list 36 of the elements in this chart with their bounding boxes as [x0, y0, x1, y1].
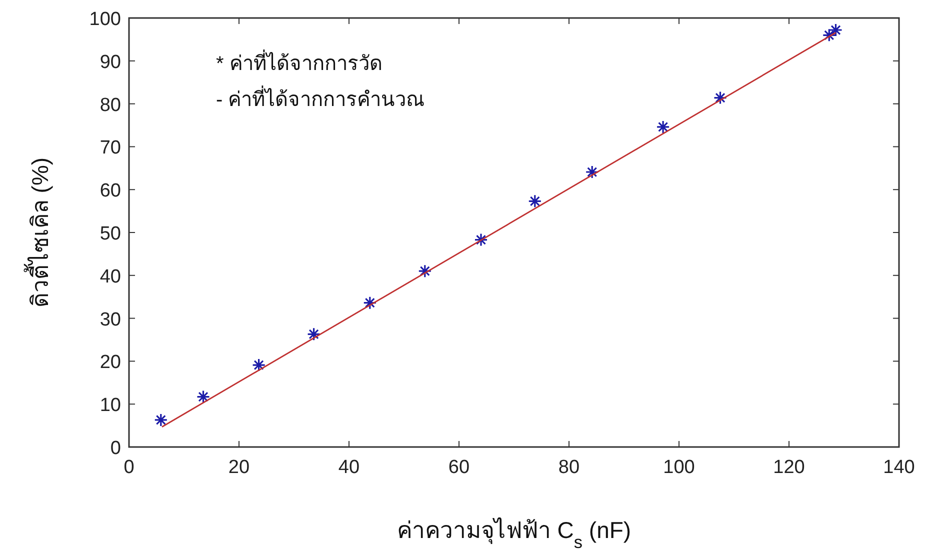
- x-tick-label: 60: [448, 457, 470, 478]
- x-axis-title: ค่าความจุไฟฟ้า C$_{s}$ (nF): [396, 517, 632, 552]
- point: [307, 327, 321, 341]
- y-tick-label: 80: [100, 94, 121, 116]
- x-tick-label: 120: [773, 457, 805, 478]
- point: [585, 165, 599, 179]
- x-tick-label: 40: [338, 457, 360, 478]
- annotation: * ค่าที่ได้จากการวัด: [216, 49, 382, 75]
- x-tick-label: 20: [228, 457, 250, 478]
- point: [528, 194, 542, 208]
- point: [196, 390, 210, 404]
- point: [713, 90, 728, 105]
- y-axis-title: ดิวตี้ไซเคิล (%): [24, 157, 53, 308]
- y-tick-label: 30: [100, 309, 121, 330]
- y-tick-label: 90: [100, 52, 121, 73]
- y-tick-label: 20: [100, 352, 121, 374]
- annotation: - ค่าที่ได้จากการคำนวณ: [216, 85, 426, 111]
- point: [828, 23, 843, 37]
- x-tick-label: 0: [124, 457, 134, 478]
- point: [363, 296, 377, 310]
- y-tick-label: 60: [100, 180, 121, 202]
- y-tick-label: 40: [100, 266, 121, 288]
- y-tick-label: 0: [110, 438, 121, 459]
- point: [252, 358, 266, 372]
- x-tick-label: 100: [663, 457, 695, 478]
- point: [418, 264, 432, 278]
- y-tick-label: 70: [100, 138, 121, 159]
- x-tick-label: 80: [558, 457, 580, 478]
- point: [154, 413, 168, 427]
- x-tick-label: 140: [883, 457, 915, 478]
- y-tick-label: 50: [100, 224, 121, 244]
- y-tick-label: 10: [100, 395, 121, 416]
- point: [474, 232, 488, 247]
- point: [822, 28, 836, 42]
- y-tick-label: 100: [89, 9, 121, 30]
- point: [656, 120, 670, 134]
